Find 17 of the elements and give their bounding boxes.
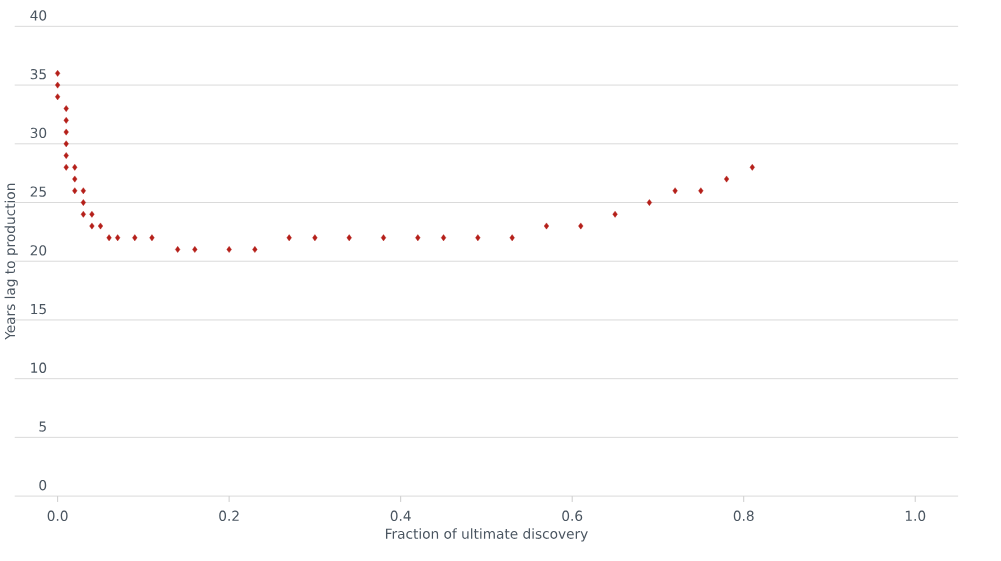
y-axis-title: Years lag to production: [4, 184, 18, 341]
y-tick-label: 10: [31, 362, 47, 374]
x-tick-label: 0.2: [219, 510, 239, 522]
x-tick-label: 1.0: [905, 510, 926, 522]
y-tick-label: 30: [30, 127, 47, 139]
x-tick-label: 0.6: [562, 510, 583, 522]
y-tick-label: 15: [31, 304, 46, 315]
y-tick-label: 5: [39, 421, 46, 432]
x-tick-label: 0.0: [47, 510, 68, 522]
y-tick-label: 0: [39, 480, 47, 491]
y-tick-label: 20: [30, 245, 47, 256]
x-tick-label: 0.8: [733, 510, 754, 522]
y-tick-label: 25: [30, 186, 46, 198]
y-tick-label: 35: [30, 69, 46, 80]
x-axis-title: Fraction of ultimate discovery: [385, 528, 588, 542]
x-tick-label: 0.4: [390, 510, 411, 522]
y-tick-label: 40: [30, 10, 47, 21]
